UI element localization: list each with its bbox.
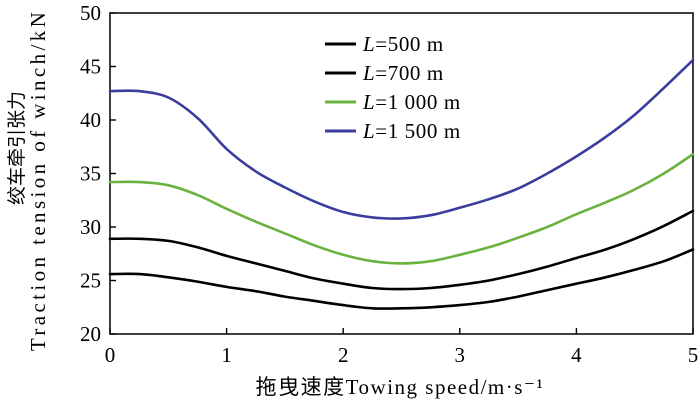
x-tick-label: 2	[338, 343, 349, 367]
legend-label: L=1 000 m	[362, 90, 461, 114]
y-tick-label: 45	[80, 55, 101, 79]
series-line-l1500m	[108, 58, 695, 220]
y-axis-label: 绞车牵引张力Traction tension of winch/kN	[6, 9, 50, 351]
y-tick-label: 35	[80, 162, 101, 186]
x-tick-label: 0	[105, 343, 116, 367]
x-tick-label: 1	[221, 343, 232, 367]
series-line-l1000m	[108, 152, 695, 265]
legend-item: L=500 m	[325, 32, 444, 56]
legend-label: L=700 m	[362, 61, 444, 85]
x-tick-label: 5	[688, 343, 699, 367]
legend: L=500 m L=700 m L=1 000 m L=1 500 m	[325, 32, 461, 143]
y-tick-label: 25	[80, 269, 101, 293]
legend-label: L=500 m	[362, 32, 444, 56]
legend-item: L=700 m	[325, 61, 444, 85]
y-tick-label: 20	[80, 322, 101, 346]
series-lines	[108, 58, 695, 310]
y-tick-label: 40	[80, 108, 101, 132]
x-tick-label: 3	[455, 343, 466, 367]
x-tick-label: 4	[571, 343, 582, 367]
y-tick-label: 50	[80, 1, 101, 25]
y-tick-label: 30	[80, 215, 101, 239]
series-line-l700m	[108, 209, 695, 291]
legend-item: L=1 500 m	[325, 119, 461, 143]
legend-item: L=1 000 m	[325, 90, 461, 114]
series-line-l500m	[108, 248, 695, 310]
legend-label: L=1 500 m	[362, 119, 461, 143]
x-axis-label: 拖曳速度Towing speed/m·s⁻¹	[256, 375, 545, 399]
